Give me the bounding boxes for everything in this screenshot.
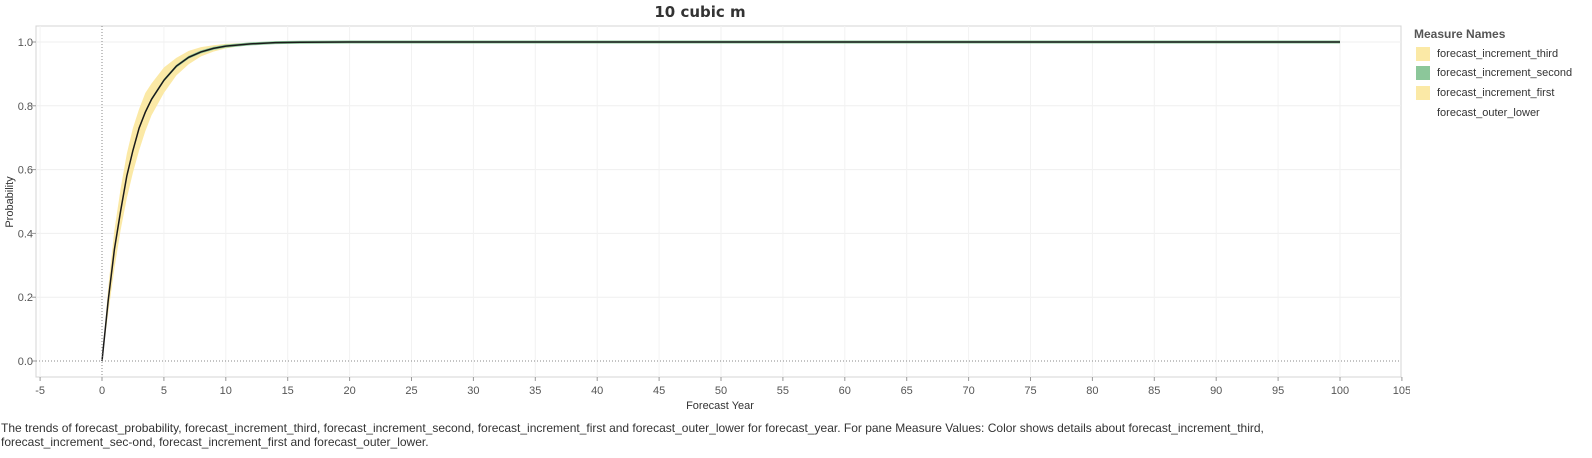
x-tick-label: 20 (343, 385, 355, 397)
x-tick-label: 50 (715, 385, 727, 397)
legend: Measure Names forecast_increment_third f… (1414, 27, 1592, 122)
x-tick-label: 90 (1210, 385, 1222, 397)
chart-svg: 0.0 0.2 0.4 0.6 0.8 1.0 -5 0 5 10 15 20 25 30 35 40 45 50… (4, 25, 1410, 412)
legend-item-outer-lower[interactable]: forecast_outer_lower (1414, 103, 1592, 123)
x-tick-label: 10 (220, 385, 232, 397)
legend-item-increment-first[interactable]: forecast_increment_first (1414, 83, 1592, 103)
x-tick-label: 30 (467, 385, 479, 397)
x-tick-label: 35 (529, 385, 541, 397)
legend-label: forecast_increment_first (1437, 86, 1555, 99)
x-tick-label: 80 (1086, 385, 1098, 397)
chart-caption: The trends of forecast_probability, fore… (1, 421, 1264, 449)
x-tick-label: 85 (1148, 385, 1160, 397)
legend-item-increment-second[interactable]: forecast_increment_second (1414, 64, 1592, 84)
x-tick-label: 75 (1024, 385, 1036, 397)
y-tick-label: 1.0 (18, 37, 33, 49)
x-tick-label: 70 (962, 385, 974, 397)
x-tick-label: 100 (1331, 385, 1349, 397)
y-tick-label: 0.2 (18, 292, 33, 304)
legend-label: forecast_increment_second (1437, 67, 1573, 80)
y-tick-label: 0.0 (18, 356, 33, 368)
line-layer (101, 41, 1340, 362)
legend-title: Measure Names (1414, 27, 1506, 41)
x-tick-label: 0 (99, 385, 105, 397)
legend-item-increment-third[interactable]: forecast_increment_third (1414, 44, 1592, 64)
x-tick-label: 45 (653, 385, 665, 397)
forecast-probability-line (101, 41, 1340, 362)
x-tick-label: 5 (161, 385, 167, 397)
plot-frame (35, 25, 1402, 378)
x-tick-label: 15 (282, 385, 294, 397)
y-tick-label: 0.6 (18, 165, 33, 177)
legend-swatch (1416, 105, 1430, 120)
x-tick-label: 65 (901, 385, 913, 397)
x-tick-label: 60 (839, 385, 851, 397)
axis-layer: 0.0 0.2 0.4 0.6 0.8 1.0 -5 0 5 10 15 20 25 30 35 40 45 50… (18, 26, 1410, 397)
x-tick-label: 105 (1393, 385, 1410, 397)
x-tick-label: 95 (1272, 385, 1284, 397)
x-tick-label: -5 (35, 385, 45, 397)
legend-label: forecast_outer_lower (1437, 106, 1540, 119)
grid-layer (35, 25, 1402, 378)
x-tick-label: 55 (777, 385, 789, 397)
y-tick-label: 0.8 (18, 101, 33, 113)
x-tick-label: 25 (405, 385, 417, 397)
y-tick-label: 0.4 (18, 228, 33, 240)
legend-swatch (1416, 46, 1430, 61)
x-axis-title: Forecast Year (686, 400, 754, 412)
x-tick-label: 40 (591, 385, 603, 397)
legend-swatch (1416, 85, 1430, 100)
chart-title: 10 cubic m (654, 3, 746, 21)
legend-label: forecast_increment_third (1437, 47, 1559, 60)
legend-swatch (1416, 66, 1430, 81)
y-axis-title: Probability (4, 176, 16, 228)
